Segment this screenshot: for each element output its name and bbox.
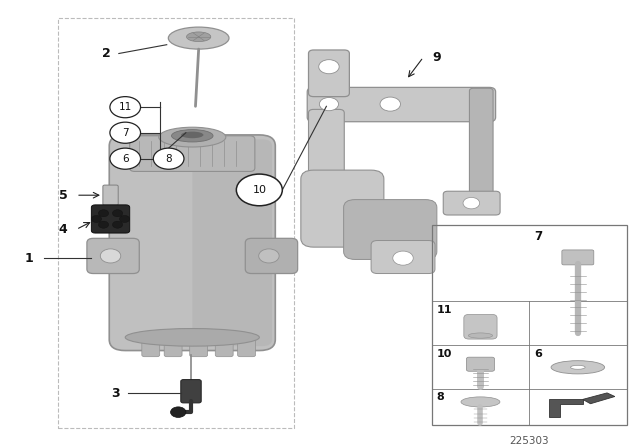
Ellipse shape (461, 397, 500, 407)
Text: 11: 11 (118, 102, 132, 112)
FancyBboxPatch shape (467, 357, 495, 371)
Text: 7: 7 (534, 229, 542, 242)
Circle shape (463, 198, 479, 209)
FancyBboxPatch shape (237, 336, 255, 357)
FancyBboxPatch shape (301, 170, 384, 247)
Circle shape (380, 97, 401, 111)
Text: 3: 3 (111, 387, 120, 400)
Circle shape (99, 221, 109, 228)
Text: 8: 8 (165, 154, 172, 164)
Circle shape (113, 210, 123, 217)
FancyBboxPatch shape (109, 135, 275, 350)
Circle shape (92, 215, 102, 223)
Ellipse shape (181, 132, 204, 138)
FancyBboxPatch shape (215, 336, 233, 357)
FancyBboxPatch shape (164, 336, 182, 357)
Circle shape (259, 249, 279, 263)
Ellipse shape (125, 328, 259, 346)
FancyBboxPatch shape (180, 379, 201, 403)
Circle shape (236, 174, 282, 206)
Text: 4: 4 (59, 223, 68, 236)
Circle shape (113, 221, 123, 228)
FancyBboxPatch shape (308, 50, 349, 97)
Circle shape (110, 122, 141, 143)
Polygon shape (582, 393, 615, 404)
Text: 7: 7 (122, 128, 129, 138)
FancyBboxPatch shape (371, 241, 435, 274)
Circle shape (393, 251, 413, 265)
FancyBboxPatch shape (130, 136, 255, 172)
Circle shape (319, 98, 339, 111)
Ellipse shape (468, 333, 493, 338)
Circle shape (154, 148, 184, 169)
Ellipse shape (186, 32, 211, 42)
FancyBboxPatch shape (444, 191, 500, 215)
Text: 2: 2 (102, 47, 111, 60)
FancyBboxPatch shape (92, 205, 130, 233)
FancyBboxPatch shape (344, 200, 437, 259)
Text: 9: 9 (432, 51, 440, 64)
Text: 8: 8 (437, 392, 445, 402)
Circle shape (319, 60, 339, 74)
Ellipse shape (570, 365, 585, 369)
Circle shape (99, 210, 109, 217)
FancyBboxPatch shape (192, 139, 272, 346)
Ellipse shape (172, 129, 213, 142)
Text: 225303: 225303 (509, 436, 549, 446)
Text: 1: 1 (25, 252, 34, 265)
Circle shape (110, 148, 141, 169)
FancyBboxPatch shape (87, 238, 140, 274)
Text: 6: 6 (122, 154, 129, 164)
Ellipse shape (551, 361, 605, 374)
Text: 11: 11 (437, 305, 452, 315)
Ellipse shape (159, 127, 226, 147)
Text: 6: 6 (534, 349, 542, 359)
FancyBboxPatch shape (189, 336, 207, 357)
Circle shape (120, 215, 130, 223)
Circle shape (100, 249, 121, 263)
Ellipse shape (168, 27, 229, 49)
FancyBboxPatch shape (245, 238, 298, 274)
FancyBboxPatch shape (464, 314, 497, 339)
Text: 10: 10 (252, 185, 266, 195)
FancyBboxPatch shape (469, 88, 493, 206)
Circle shape (110, 97, 141, 118)
Polygon shape (548, 400, 582, 418)
FancyBboxPatch shape (307, 87, 495, 122)
FancyBboxPatch shape (142, 336, 160, 357)
Text: 5: 5 (59, 189, 68, 202)
FancyBboxPatch shape (562, 250, 594, 265)
Circle shape (171, 407, 186, 418)
FancyBboxPatch shape (308, 109, 344, 189)
FancyBboxPatch shape (103, 185, 118, 205)
Text: 10: 10 (437, 349, 452, 359)
